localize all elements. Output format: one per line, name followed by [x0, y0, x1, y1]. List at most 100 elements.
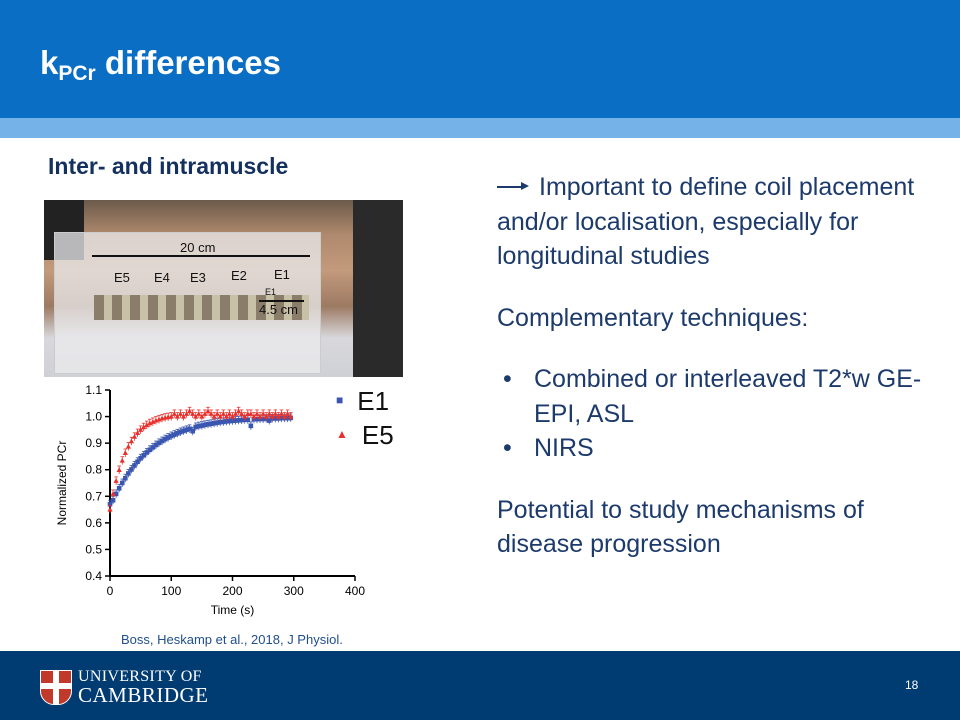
data-point-E5	[134, 430, 141, 436]
data-point-E1	[202, 422, 208, 428]
data-point-E5	[217, 413, 223, 419]
y-tick-label: 0.8	[85, 463, 102, 477]
arrow-right-icon	[497, 180, 531, 192]
data-point-E1	[233, 418, 238, 423]
electrode-label: E1	[274, 267, 290, 282]
x-tick-label: 200	[222, 584, 242, 598]
data-point-E5	[214, 411, 220, 416]
y-tick-label: 0.7	[85, 489, 102, 503]
data-point-E1	[159, 438, 165, 444]
cambridge-crest-logo	[40, 670, 72, 705]
data-point-E1	[116, 486, 122, 491]
data-point-E1	[193, 424, 199, 430]
data-point-E5	[138, 427, 144, 432]
dimension-line	[92, 255, 310, 257]
data-point-E1	[144, 450, 150, 455]
data-point-E1	[211, 420, 217, 426]
slide-title: kPCr differences	[40, 44, 281, 86]
data-point-E5	[125, 443, 131, 449]
coil-text: Important to define coil placement and/o…	[497, 173, 915, 270]
electrode-label-small: E1	[265, 287, 277, 297]
data-point-E5	[107, 506, 113, 512]
pcr-recovery-chart: 0 100 200 300 400 0.4 0.5 0.6 0.7 0.8 0.9 1.0 1.1 Tim…	[55, 383, 365, 617]
square-marker-icon: ■	[336, 393, 344, 407]
data-point-E5	[187, 408, 193, 414]
legend-e1: ■ E1	[336, 386, 389, 417]
data-point-E1	[175, 431, 180, 436]
data-point-E5	[285, 411, 291, 416]
data-point-E1	[285, 415, 290, 421]
data-point-E1	[199, 423, 205, 428]
data-point-E5	[150, 419, 156, 424]
data-point-E5	[171, 411, 177, 416]
data-point-E5	[272, 411, 278, 416]
page-number: 18	[905, 678, 919, 692]
data-point-E5	[257, 413, 263, 419]
length-label: 20 cm	[180, 240, 216, 255]
data-point-E1	[129, 467, 134, 472]
x-tick-label: 400	[345, 584, 365, 598]
data-point-E5	[226, 411, 233, 416]
x-tick-label: 0	[107, 584, 114, 598]
data-point-E5	[196, 411, 202, 416]
data-point-E1	[227, 418, 232, 424]
width-label: 4.5 cm	[259, 302, 299, 317]
data-point-E1	[190, 428, 195, 434]
data-point-E5	[236, 408, 242, 414]
data-point-E5	[193, 413, 199, 419]
data-point-E1	[123, 475, 128, 481]
data-point-E1	[181, 428, 186, 434]
data-point-E1	[153, 442, 159, 448]
title-subscript: PCr	[58, 62, 96, 85]
title-k: k	[40, 44, 59, 81]
data-point-E5	[232, 411, 239, 416]
data-point-E1	[205, 421, 211, 427]
paragraph-techniques: Complementary techniques:	[497, 301, 927, 336]
data-point-E1	[239, 417, 244, 423]
data-point-E5	[211, 413, 217, 419]
y-tick-label: 1.1	[85, 383, 102, 397]
data-point-E5	[141, 424, 147, 430]
data-point-E5	[113, 478, 119, 483]
data-point-E5	[183, 411, 190, 416]
data-point-E5	[220, 411, 226, 416]
data-point-E1	[217, 419, 223, 425]
data-point-E5	[116, 467, 122, 472]
data-point-E5	[180, 413, 187, 419]
data-point-E1	[119, 480, 125, 486]
data-point-E1	[260, 416, 266, 422]
data-point-E5	[223, 413, 229, 419]
list-item: NIRS	[497, 431, 927, 466]
strap	[353, 200, 403, 377]
data-point-E5	[239, 411, 245, 416]
footer-band	[0, 651, 960, 720]
data-point-E1	[214, 420, 220, 425]
data-point-E5	[229, 413, 236, 419]
data-point-E5	[128, 438, 135, 444]
wordmark-line2: CAMBRIDGE	[78, 683, 209, 707]
techniques-list: Combined or interleaved T2*w GE-EPI, ASL…	[497, 362, 927, 466]
coil-photo: 20 cm E5 E4 E3 E2 E1 E1 4.5 cm	[44, 200, 403, 377]
data-point-E1	[236, 417, 241, 423]
electrode-label: E4	[154, 270, 170, 285]
paragraph-coil: Important to define coil placement and/o…	[497, 170, 927, 274]
data-point-E1	[162, 436, 168, 442]
slide-subtitle: Inter- and intramuscle	[48, 153, 289, 179]
header-stripe	[0, 118, 960, 138]
data-point-E5	[177, 411, 184, 416]
data-point-E5	[266, 411, 272, 416]
data-point-E1	[208, 421, 214, 427]
data-point-E1	[141, 453, 146, 458]
data-point-E5	[147, 420, 153, 426]
data-point-E1	[254, 416, 260, 422]
data-point-E1	[266, 418, 272, 423]
data-point-E1	[279, 415, 284, 421]
x-axis-label: Time (s)	[211, 603, 255, 617]
university-wordmark: UNIVERSITY OF CAMBRIDGE	[78, 667, 209, 707]
data-point-E5	[263, 413, 269, 419]
data-point-E1	[196, 423, 202, 429]
data-point-E5	[248, 411, 254, 416]
y-tick-label: 0.4	[85, 569, 102, 583]
data-point-E5	[110, 491, 116, 496]
data-point-E1	[150, 445, 156, 450]
